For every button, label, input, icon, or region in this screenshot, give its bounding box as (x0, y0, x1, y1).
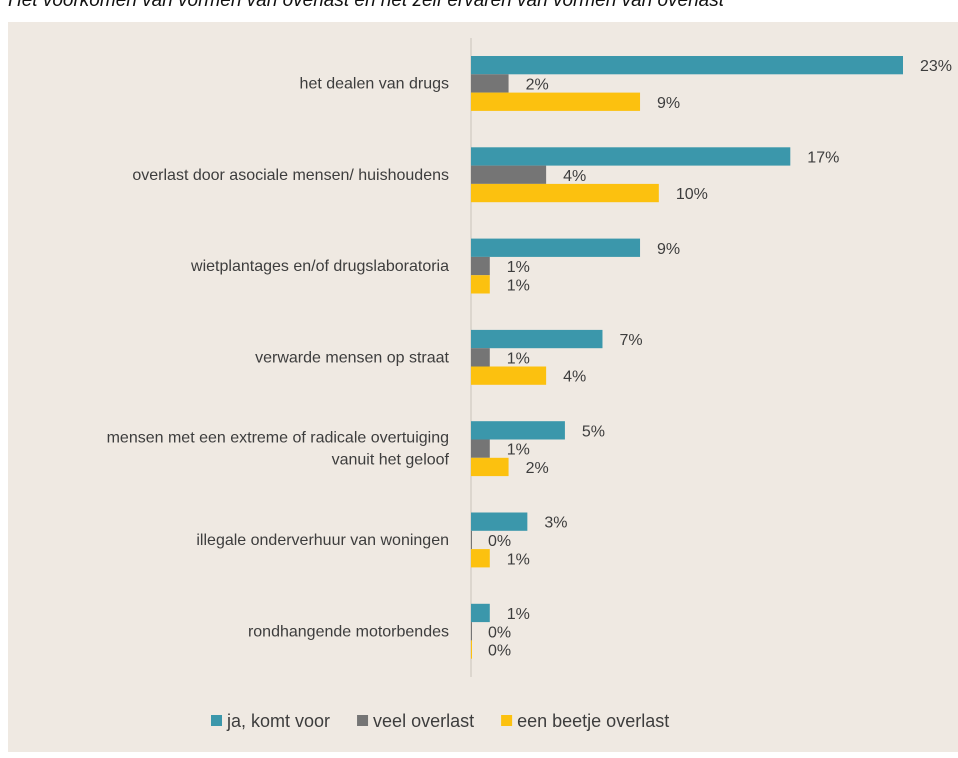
bars-group (471, 56, 903, 659)
value-label-veel-overlast-1: 2% (526, 76, 549, 93)
bar-ja-komt-voor-6 (471, 512, 528, 531)
bar-veel-overlast-7 (471, 622, 472, 641)
value-label-ja-komt-voor-1: 23% (920, 58, 952, 75)
value-label-een-beetje-overlast-5: 2% (526, 460, 549, 477)
bar-een-beetje-overlast-7 (471, 640, 472, 659)
bar-veel-overlast-4 (471, 348, 490, 367)
category-label-3: wietplantages en/of drugslaboratoria (190, 258, 449, 275)
value-label-veel-overlast-2: 4% (563, 168, 586, 185)
bar-een-beetje-overlast-1 (471, 92, 641, 111)
value-label-een-beetje-overlast-4: 4% (563, 369, 586, 386)
bar-veel-overlast-1 (471, 74, 509, 93)
value-label-veel-overlast-5: 1% (507, 442, 530, 459)
category-label-5-line-2: vanuit het geloof (332, 452, 450, 469)
value-label-veel-overlast-6: 0% (488, 533, 511, 550)
bar-een-beetje-overlast-6 (471, 549, 490, 568)
legend-label-veel-overlast: veel overlast (373, 711, 474, 731)
value-label-ja-komt-voor-7: 1% (507, 606, 530, 623)
value-label-een-beetje-overlast-2: 10% (676, 186, 708, 203)
value-label-een-beetje-overlast-1: 9% (657, 95, 680, 112)
legend: ja, komt voor veel overlast een beetje ove… (211, 711, 669, 731)
value-label-veel-overlast-3: 1% (507, 259, 530, 276)
value-label-een-beetje-overlast-7: 0% (488, 643, 511, 660)
category-label-6: illegale onderverhuur van woningen (196, 532, 449, 549)
legend-label-een-beetje-overlast: een beetje overlast (517, 711, 669, 731)
bar-ja-komt-voor-1 (471, 56, 903, 75)
legend-swatch-een-beetje-overlast (501, 715, 513, 726)
value-label-een-beetje-overlast-6: 1% (507, 551, 530, 568)
value-label-ja-komt-voor-4: 7% (619, 332, 642, 349)
category-label-4: verwarde mensen op straat (255, 349, 449, 366)
bar-ja-komt-voor-2 (471, 147, 791, 166)
legend-label-ja-komt-voor: ja, komt voor (226, 711, 330, 731)
category-label-5-line-1: mensen met een extreme of radicale overt… (107, 430, 449, 447)
value-label-ja-komt-voor-5: 5% (582, 423, 605, 440)
legend-swatch-veel-overlast (357, 715, 369, 726)
bar-een-beetje-overlast-5 (471, 457, 509, 477)
bar-veel-overlast-2 (471, 165, 547, 184)
legend-swatch-ja-komt-voor (211, 715, 222, 726)
bar-een-beetje-overlast-4 (471, 366, 547, 385)
bar-veel-overlast-5 (471, 439, 490, 458)
value-label-veel-overlast-4: 1% (507, 350, 530, 367)
category-label-2: overlast door asociale mensen/ huishoude… (132, 167, 449, 184)
bar-een-beetje-overlast-2 (471, 183, 659, 203)
value-label-ja-komt-voor-2: 17% (807, 149, 839, 166)
chart-title: Het voorkomen van vormen van overlast en… (8, 0, 725, 11)
bar-ja-komt-voor-3 (471, 238, 641, 257)
value-labels-group: 23%2%9%17%4%10%9%1%1%7%1%4%5%1%2%3%0%1%1… (488, 58, 952, 659)
bar-een-beetje-overlast-3 (471, 275, 490, 294)
category-labels-group: het dealen van drugs overlast door asocia… (107, 75, 450, 640)
bar-ja-komt-voor-4 (471, 329, 603, 349)
bar-ja-komt-voor-7 (471, 603, 490, 623)
value-label-een-beetje-overlast-3: 1% (507, 277, 530, 294)
category-label-1: het dealen van drugs (300, 75, 449, 92)
value-label-ja-komt-voor-3: 9% (657, 241, 680, 258)
bar-veel-overlast-3 (471, 256, 490, 276)
bar-ja-komt-voor-5 (471, 421, 565, 440)
value-label-veel-overlast-7: 0% (488, 624, 511, 641)
value-label-ja-komt-voor-6: 3% (544, 515, 567, 532)
chart-panel (8, 22, 958, 752)
category-label-7: rondhangende motorbendes (248, 623, 449, 640)
bar-veel-overlast-6 (471, 530, 472, 550)
